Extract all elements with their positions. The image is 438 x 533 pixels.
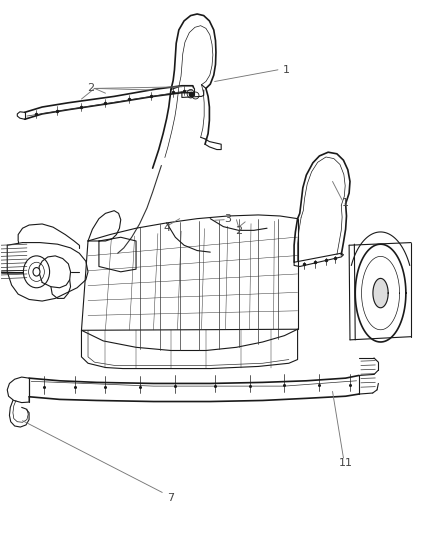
Polygon shape (373, 278, 388, 308)
Text: 7: 7 (167, 492, 174, 503)
Text: 3: 3 (224, 214, 231, 224)
Text: 2: 2 (235, 226, 242, 236)
Circle shape (33, 268, 40, 276)
Text: 11: 11 (339, 458, 353, 468)
Text: 4: 4 (163, 223, 170, 233)
Text: 1: 1 (342, 198, 349, 208)
Text: 2: 2 (87, 83, 94, 93)
Text: 1: 1 (283, 65, 290, 75)
